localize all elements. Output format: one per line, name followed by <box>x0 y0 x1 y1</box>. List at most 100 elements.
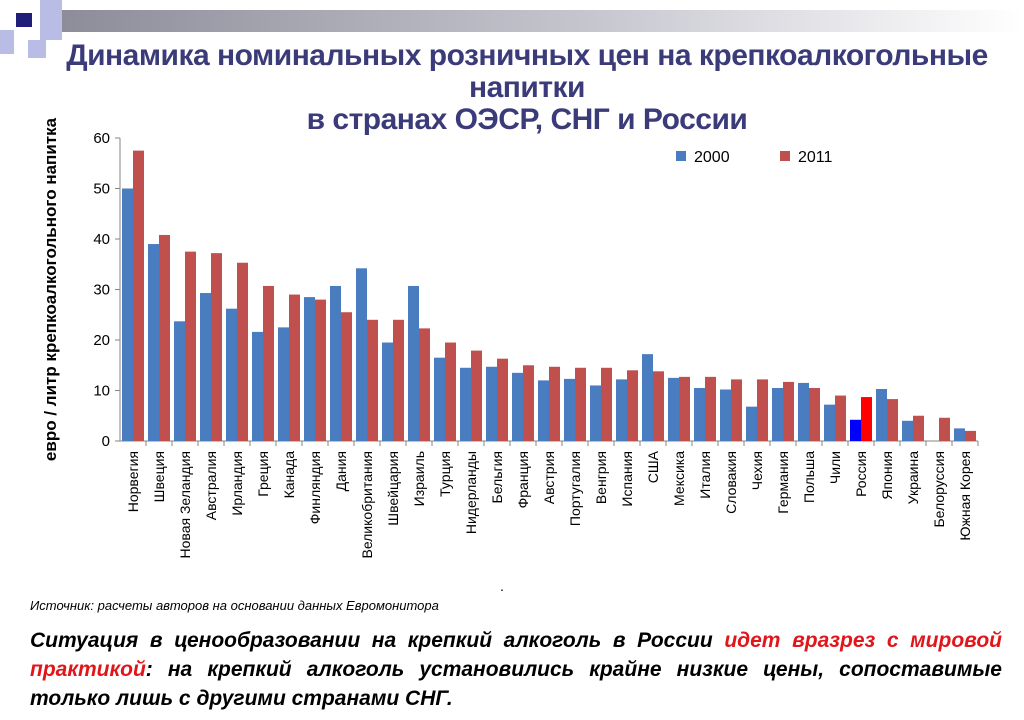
y-axis-label: евро / литр крепкоалкогольного напитка <box>41 117 60 461</box>
bar-2000-4 <box>226 308 237 441</box>
y-tick-label: 40 <box>93 231 110 248</box>
bar-2000-15 <box>512 372 523 441</box>
bar-2000-3 <box>200 293 211 441</box>
bar-2011-32 <box>965 430 976 441</box>
x-tick-label: Испания <box>619 451 635 507</box>
x-tick-label: Италия <box>697 451 713 499</box>
bar-2000-25 <box>772 387 783 441</box>
bar-2000-16 <box>538 380 549 441</box>
bar-2011-1 <box>159 234 170 441</box>
x-tick-label: Швейцария <box>385 451 401 526</box>
bar-2011-23 <box>731 379 742 441</box>
x-tick-label: Польша <box>801 451 817 503</box>
x-tick-label: Новая Зеландия <box>177 451 193 558</box>
bar-2011-29 <box>887 399 898 441</box>
bar-2000-7 <box>304 297 315 441</box>
x-tick-label: Словакия <box>723 451 739 514</box>
x-tick-label: Израиль <box>411 451 427 506</box>
legend-swatch-2000 <box>676 151 686 161</box>
title-line-2: в странах ОЭСР, СНГ и России <box>306 103 748 136</box>
bar-2011-22 <box>705 376 716 441</box>
bar-2011-2 <box>185 251 196 441</box>
x-tick-label: Венгрия <box>593 451 609 504</box>
page-title: Динамика номинальных розничных цен на кр… <box>30 40 1024 136</box>
bar-2011-20 <box>653 371 664 441</box>
x-tick-label: Греция <box>255 451 271 497</box>
bar-2000-12 <box>434 357 445 441</box>
bar-2000-6 <box>278 327 289 441</box>
bar-2000-18 <box>590 385 601 441</box>
x-tick-label: Нидерланды <box>463 451 479 534</box>
bar-2011-19 <box>627 370 638 441</box>
x-tick-label: Южная Корея <box>957 451 973 541</box>
legend-label-2000: 2000 <box>694 149 730 166</box>
bar-2011-8 <box>341 312 352 441</box>
x-tick-label: Австралия <box>203 451 219 520</box>
bar-2011-4 <box>237 262 248 441</box>
bar-2011-15 <box>523 365 534 441</box>
x-tick-label: Чили <box>827 451 843 484</box>
summary-text: Ситуация в ценообразовании на крепкий ал… <box>30 626 1002 713</box>
legend-label-2011: 2011 <box>798 149 833 166</box>
corner-square-light <box>40 0 62 40</box>
bar-2000-26 <box>798 382 809 441</box>
bar-2011-25 <box>783 381 794 441</box>
y-tick-label: 60 <box>93 130 110 147</box>
bar-chart: 0 10 20 30 40 50 60 евро / литр крепкоалкогольн… <box>41 117 979 559</box>
y-tick-label: 20 <box>93 332 110 349</box>
bar-2011-9 <box>367 319 378 441</box>
bar-2011-26 <box>809 387 820 441</box>
corner-square-dark <box>16 13 32 27</box>
bar-2000-14 <box>486 366 497 441</box>
bar-2011-17 <box>575 367 586 441</box>
bar-2000-17 <box>564 378 575 441</box>
bar-2011-10 <box>393 319 404 441</box>
x-tick-label: Дания <box>333 451 349 491</box>
bar-2000-29 <box>876 388 887 441</box>
corner-square-light <box>0 30 14 54</box>
bar-2011-0 <box>133 150 144 441</box>
bar-2000-2 <box>174 321 185 441</box>
source-note: Источник: расчеты авторов на основании д… <box>30 598 439 613</box>
bar-2011-16 <box>549 366 560 441</box>
x-tick-label: Австрия <box>541 451 557 504</box>
bar-2011-5 <box>263 285 274 441</box>
corner-square-light <box>28 40 46 58</box>
bar-2000-30 <box>902 420 913 441</box>
bar-2011-13 <box>471 350 482 441</box>
y-tick-label: 50 <box>93 181 110 198</box>
stray-dot: . <box>500 578 504 594</box>
bar-2011-3 <box>211 253 222 441</box>
x-tick-label: Япония <box>879 451 895 500</box>
bar-2000-21 <box>668 377 679 441</box>
title-line-1: Динамика номинальных розничных цен на кр… <box>66 39 988 104</box>
x-tick-label: Мексика <box>671 451 687 506</box>
y-tick-label: 10 <box>93 383 110 400</box>
bar-2011-30 <box>913 415 924 441</box>
y-tick-label: 0 <box>102 433 110 450</box>
bar-2000-19 <box>616 379 627 441</box>
summary-part-1: Ситуация в ценообразовании на крепкий ал… <box>30 629 725 652</box>
x-tick-label: США <box>645 450 661 483</box>
bar-2000-32 <box>954 428 965 441</box>
summary-highlight: идет вразрез с мировой практикой <box>30 629 1002 681</box>
x-tick-label: Бельгия <box>489 451 505 503</box>
bar-2000-9 <box>356 268 367 441</box>
bar-2000-23 <box>720 389 731 441</box>
bar-2000-0 <box>122 188 133 441</box>
bar-2011-11 <box>419 328 430 441</box>
y-tick-label: 30 <box>93 282 110 299</box>
x-tick-label: Норвегия <box>125 451 141 512</box>
bar-2011-21 <box>679 376 690 441</box>
x-tick-label: Россия <box>853 451 869 497</box>
x-tick-label: Турция <box>437 451 453 497</box>
bar-2011-24 <box>757 379 768 441</box>
x-tick-label: Канада <box>281 451 297 499</box>
bar-2000-28 <box>850 419 861 441</box>
bar-2011-18 <box>601 367 612 441</box>
x-tick-label: Украина <box>905 451 921 505</box>
bar-2011-6 <box>289 294 300 441</box>
summary-part-2: : на крепкий алкоголь установились крайн… <box>30 658 1002 710</box>
x-tick-label: Финляндия <box>307 451 323 524</box>
bar-2000-5 <box>252 331 263 441</box>
